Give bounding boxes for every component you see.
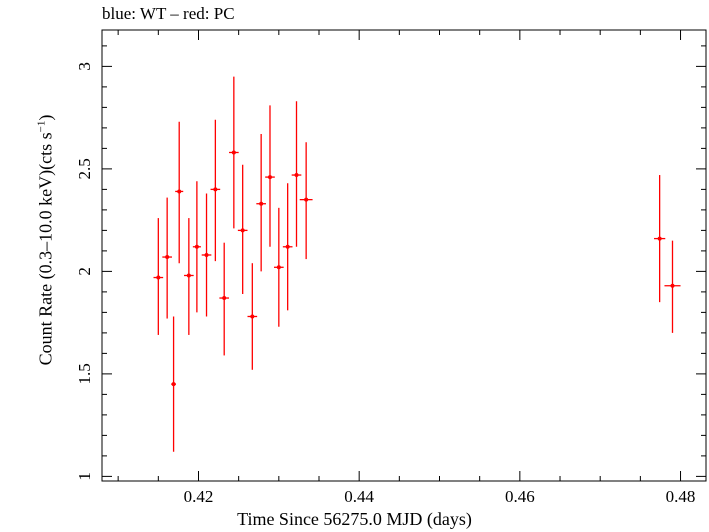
y-tick-label: 2 [75,267,94,276]
point-marker [304,197,309,202]
data-point [256,134,266,272]
data-point [265,105,275,247]
data-points [153,76,681,452]
y-tick-label: 1 [75,472,94,481]
point-marker [204,252,209,257]
data-point [153,218,164,335]
point-marker [657,236,662,241]
chart-title: blue: WT – red: PC [102,4,235,23]
data-point [171,316,176,452]
data-point [210,119,221,262]
point-marker [267,175,272,180]
data-point [654,175,666,303]
data-point [201,193,212,317]
x-tick-label: 0.42 [184,487,214,506]
point-marker [670,283,675,288]
x-tick-label: 0.44 [344,487,374,506]
data-point [247,263,258,370]
data-point [282,183,293,311]
point-marker [222,296,227,301]
point-marker [231,150,236,155]
x-axis-label: Time Since 56275.0 MJD (days) [237,509,472,529]
data-point [184,218,194,335]
y-axis-label-prefix: Count Rate (0.3–10.0 keV)(cts s [35,132,56,366]
y-axis-label-exponent: −1 [35,120,48,133]
data-point [162,197,172,319]
x-tick-label: 0.46 [505,487,535,506]
y-axis-label: Count Rate (0.3–10.0 keV)(cts s−1) [36,115,57,366]
data-point [299,142,313,260]
point-marker [276,265,281,270]
data-point [291,101,302,247]
point-marker [165,255,170,260]
y-tick-label: 1.5 [75,363,94,384]
data-point [192,181,201,313]
data-point [274,207,284,327]
data-point [237,164,248,294]
point-marker [177,189,182,194]
data-point [175,121,184,264]
data-point [229,76,239,229]
point-marker [294,173,299,178]
point-marker [240,228,245,233]
point-marker [171,382,176,387]
point-marker [156,275,161,280]
point-marker [194,244,199,249]
point-marker [250,314,255,319]
axis-ticks: 0.42 0.44 0.46 0.48 1 1.5 2 2.5 3 [75,30,706,506]
point-marker [213,187,218,192]
point-marker [186,273,191,278]
point-marker [285,244,290,249]
data-point [664,240,681,333]
x-tick-label: 0.48 [666,487,696,506]
plot-frame [101,29,707,482]
y-tick-label: 3 [75,62,94,71]
y-axis-label-suffix: ) [35,114,56,121]
data-point [219,242,230,356]
point-marker [259,201,264,206]
y-tick-label: 2.5 [75,158,94,179]
